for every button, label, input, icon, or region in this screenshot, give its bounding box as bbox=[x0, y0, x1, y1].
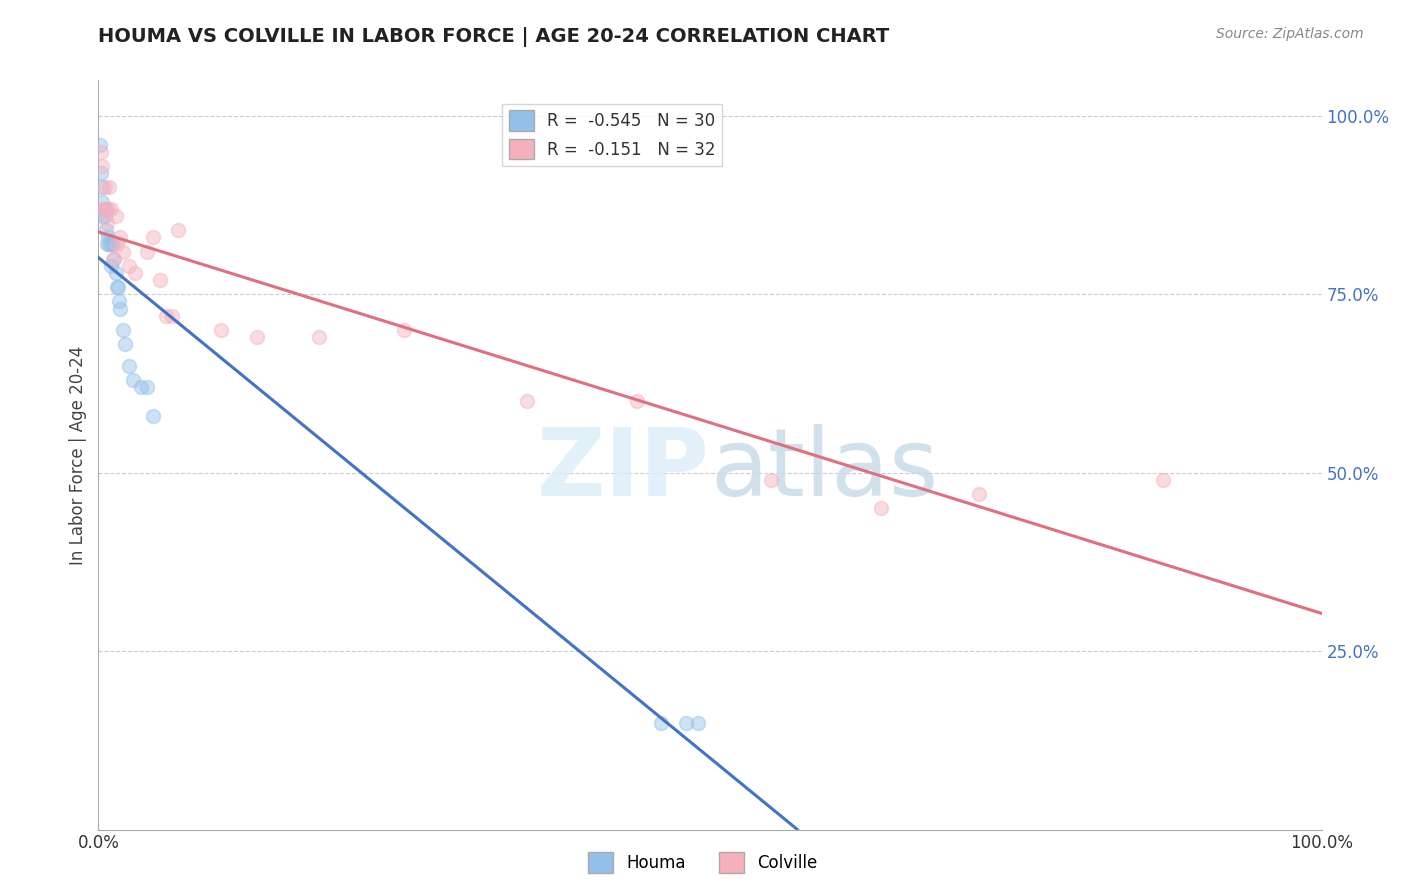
Point bbox=[308, 330, 330, 344]
Point bbox=[626, 394, 648, 409]
Point bbox=[1152, 473, 1174, 487]
Point bbox=[111, 244, 134, 259]
Point bbox=[100, 237, 122, 252]
Point bbox=[675, 715, 697, 730]
Point bbox=[967, 487, 990, 501]
Point bbox=[98, 237, 121, 252]
Legend: Houma, Colville: Houma, Colville bbox=[582, 846, 824, 880]
Point bbox=[136, 244, 159, 259]
Point bbox=[94, 223, 117, 237]
Point bbox=[124, 266, 146, 280]
Text: Source: ZipAtlas.com: Source: ZipAtlas.com bbox=[1216, 27, 1364, 41]
Point bbox=[96, 237, 118, 252]
Point bbox=[107, 280, 129, 294]
Point bbox=[94, 202, 117, 216]
Point bbox=[111, 323, 134, 337]
Point bbox=[100, 259, 122, 273]
Point bbox=[96, 216, 118, 230]
Point bbox=[118, 359, 141, 373]
Text: HOUMA VS COLVILLE IN LABOR FORCE | AGE 20-24 CORRELATION CHART: HOUMA VS COLVILLE IN LABOR FORCE | AGE 2… bbox=[98, 27, 890, 46]
Point bbox=[118, 259, 141, 273]
Point bbox=[90, 145, 112, 159]
Point bbox=[93, 202, 115, 216]
Point bbox=[101, 252, 124, 266]
Point bbox=[650, 715, 672, 730]
Point bbox=[160, 309, 183, 323]
Point bbox=[103, 252, 125, 266]
Point bbox=[91, 202, 114, 216]
Point bbox=[105, 237, 128, 252]
Point bbox=[246, 330, 269, 344]
Point bbox=[129, 380, 152, 394]
Point bbox=[91, 209, 114, 223]
Point bbox=[870, 501, 893, 516]
Point bbox=[104, 209, 127, 223]
Text: atlas: atlas bbox=[710, 424, 938, 516]
Point bbox=[104, 266, 127, 280]
Point bbox=[108, 294, 131, 309]
Point bbox=[90, 166, 112, 180]
Point bbox=[142, 230, 165, 244]
Point bbox=[209, 323, 232, 337]
Point bbox=[121, 373, 143, 387]
Point bbox=[100, 202, 122, 216]
Point bbox=[91, 194, 114, 209]
Point bbox=[101, 237, 124, 252]
Point bbox=[114, 337, 136, 351]
Point bbox=[97, 202, 120, 216]
Point bbox=[97, 230, 120, 244]
Text: ZIP: ZIP bbox=[537, 424, 710, 516]
Point bbox=[93, 209, 115, 223]
Point bbox=[167, 223, 190, 237]
Point bbox=[142, 409, 165, 423]
Point bbox=[91, 159, 114, 173]
Point bbox=[136, 380, 159, 394]
Point bbox=[89, 137, 111, 152]
Point bbox=[93, 180, 115, 194]
Point bbox=[686, 715, 709, 730]
Point bbox=[149, 273, 172, 287]
Point bbox=[515, 394, 537, 409]
Legend: R =  -0.545   N = 30, R =  -0.151   N = 32: R = -0.545 N = 30, R = -0.151 N = 32 bbox=[502, 103, 723, 166]
Point bbox=[110, 230, 132, 244]
Point bbox=[392, 323, 416, 337]
Point bbox=[98, 180, 121, 194]
Point bbox=[105, 280, 128, 294]
Y-axis label: In Labor Force | Age 20-24: In Labor Force | Age 20-24 bbox=[69, 345, 87, 565]
Point bbox=[91, 180, 114, 194]
Point bbox=[761, 473, 783, 487]
Point bbox=[155, 309, 177, 323]
Point bbox=[110, 301, 132, 316]
